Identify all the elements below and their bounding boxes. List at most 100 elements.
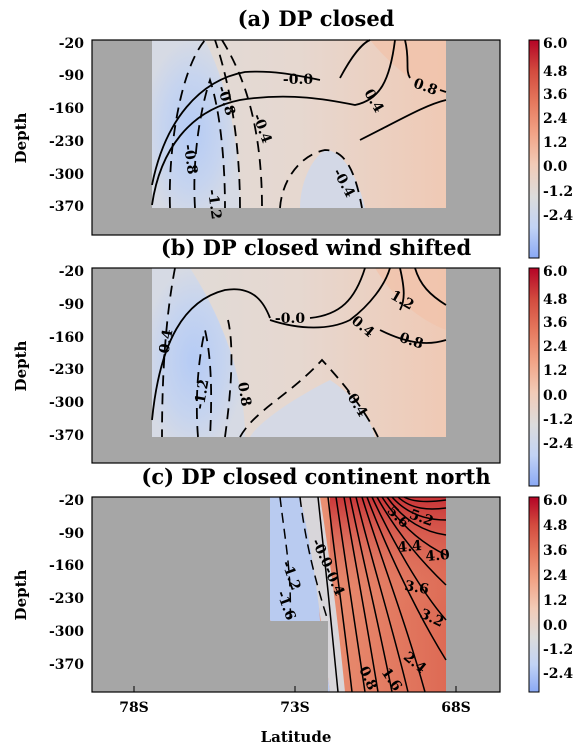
- panel-c-contour-3.6: [376, 496, 447, 586]
- panel-c-ytick-label: -230: [49, 591, 84, 607]
- panel-a-contour-0.0: [151, 39, 371, 186]
- panel-a-contour-0.8b: [439, 89, 447, 93]
- panel-a-cbar-label: 1.2: [543, 135, 567, 151]
- panel-b-yticks: -20 -90 -160 -230 -300 -370: [49, 264, 84, 444]
- panel-b-clabel: -1.2: [192, 378, 213, 410]
- panel-b-negative-region: [152, 268, 245, 437]
- panel-b-contour-0.0: [151, 267, 366, 421]
- panel-c-land-east: [446, 497, 500, 692]
- panel-c-cbar-label: 4.8: [543, 518, 567, 534]
- panel-c-cbar-label: 6.0: [543, 493, 568, 509]
- panel-a-seafloor: [152, 208, 446, 235]
- panel-c-ytick-label: -160: [49, 558, 84, 574]
- panel-b-clabel: 0.8: [397, 330, 425, 353]
- panel-b-cbar-label: 1.2: [543, 363, 567, 379]
- panel-c-contour-4.0: [381, 496, 447, 556]
- panel-b-contour-neg1.2: [195, 329, 213, 438]
- panel-a-cbar-label: 4.8: [543, 64, 567, 80]
- panel-a-ytick-label: -20: [59, 36, 85, 52]
- panel-c-yticks: -20 -90 -160 -230 -300 -370: [49, 493, 84, 673]
- panel-a-clabel: 0.8: [411, 76, 439, 99]
- panel-c-clabel: 3.6: [403, 578, 430, 598]
- panel-a-ytick-label: -300: [49, 167, 84, 183]
- panel-b-cbar-label: 3.6: [543, 315, 567, 331]
- panel-c-ytick-label: -20: [59, 493, 85, 509]
- panel-c-contour-0.8: [335, 496, 366, 693]
- panel-b-ytick-label: -370: [49, 428, 84, 444]
- panel-a-ytick-label: -160: [49, 101, 84, 117]
- panel-b-colorbar-bar: [528, 267, 540, 487]
- panel-a-contour-0.8: [359, 39, 447, 141]
- panel-a-clabel: -0.0: [283, 72, 313, 88]
- panel-a-contour-neg0.4b: [279, 149, 363, 209]
- panel-c-cbar-label: 1.2: [543, 593, 567, 609]
- panel-c-xtick-label: 78S: [119, 700, 149, 716]
- panel-b-cbar-label: -1.2: [543, 412, 573, 428]
- panel-c-xtick-label: 68S: [441, 700, 471, 716]
- panel-a-ytick-label: -90: [59, 68, 85, 84]
- panel-a-cbar-label: 3.6: [543, 87, 567, 103]
- panel-b-frame: [91, 267, 501, 464]
- panel-b-cbar-label: 0.0: [543, 388, 568, 404]
- panel-b-contour-0.4: [269, 267, 391, 329]
- panel-c-contour-0.4: [327, 496, 353, 693]
- panel-b-negative-region-2: [250, 380, 375, 437]
- panel-b-contours: [151, 267, 447, 438]
- panel-b-contour-neg0.4b: [239, 358, 379, 438]
- panel-b-seafloor: [152, 437, 446, 463]
- panel-c-xtick-label: 73S: [280, 700, 310, 716]
- panel-b-colorbar: 6.0 4.8 3.6 2.4 1.2 0.0 -1.2 -2.4: [528, 264, 573, 487]
- panel-b-cbar-label: 6.0: [543, 264, 568, 280]
- panel-b-ytick-label: -20: [59, 264, 85, 280]
- panel-a-negative-region-2: [300, 150, 365, 208]
- panel-a-contours: [151, 39, 447, 209]
- panel-a: (a) DP closed -0.0 0.: [12, 6, 573, 259]
- panel-a-cbar-label: 0.0: [543, 159, 568, 175]
- panel-b-clabel: 0.8: [234, 381, 254, 408]
- panel-c-clabel: 4.4: [397, 538, 423, 556]
- panel-a-contour-neg0.8b: [214, 39, 241, 209]
- panel-a-ytick-label: -230: [49, 134, 84, 150]
- panel-a-land-east: [446, 40, 500, 235]
- panel-b-cbar-label: 2.4: [543, 339, 568, 355]
- panel-b-ytick-label: -300: [49, 395, 84, 411]
- panel-a-ytick-label: -370: [49, 199, 84, 215]
- panel-c-contour-5.2: [397, 496, 447, 510]
- panel-c-contour-2.4: [361, 496, 426, 693]
- panel-c-xlabel: Latitude: [261, 728, 332, 746]
- panel-c-xticks-marks: [133, 686, 457, 692]
- panel-c-clabel: 5.2: [407, 507, 435, 530]
- panel-c-cbar-label: 3.6: [543, 543, 567, 559]
- panel-c-colorbar-bar: [528, 496, 540, 693]
- panel-a-cbar-label: 6.0: [543, 36, 568, 52]
- panel-a-cbar-label: -2.4: [543, 208, 573, 224]
- panel-c-plot: 5.6 5.2 -0.0 -0.4 -1.2 -1.6 4.4 4.0 3.6 …: [91, 496, 501, 694]
- panel-a-clabel: -1.2: [204, 188, 224, 220]
- panel-c-contour-1.2: [343, 496, 379, 693]
- panel-a-clabel: -0.8: [180, 143, 200, 175]
- panel-a-title: (a) DP closed: [238, 6, 395, 31]
- panel-c-frame: [91, 496, 501, 693]
- panel-b-warm-region: [375, 268, 446, 330]
- panel-a-cbar-label: 2.4: [543, 111, 568, 127]
- panel-c-colorbar: 6.0 4.8 3.6 2.4 1.2 0.0 -1.2 -2.4: [528, 493, 573, 693]
- panel-c-contour-2.0: [355, 496, 409, 693]
- panel-b-ytick-label: -160: [49, 330, 84, 346]
- panel-b-contour-neg0.8: [224, 319, 233, 438]
- panel-c: (c) DP closed continent north: [12, 464, 573, 746]
- panel-a-frame: [91, 39, 501, 236]
- panel-c-contour-4.4: [386, 496, 447, 536]
- panel-b-contour-0.8: [379, 267, 447, 344]
- panel-c-contour-0.0: [317, 496, 339, 693]
- panel-b-contour-neg0.4: [161, 267, 176, 438]
- panel-b-contour-labels: 1.2 -0.0 0.4 0.8 -0.4 -1.2 0.8 -0.4: [156, 288, 426, 421]
- panel-a-colorbar: 6.0 4.8 3.6 2.4 1.2 0.0 -1.2 -2.4: [528, 36, 573, 259]
- panel-c-contour-1.6: [349, 496, 393, 693]
- panel-c-ylabel: Depth: [12, 569, 30, 620]
- panel-c-xticks: 78S 73S 68S: [119, 700, 471, 716]
- panel-c-land-west: [92, 497, 270, 692]
- panel-b-cbar-label: -2.4: [543, 436, 573, 452]
- panel-b-ytick-label: -90: [59, 297, 85, 313]
- panel-c-contour-4.8: [391, 496, 447, 521]
